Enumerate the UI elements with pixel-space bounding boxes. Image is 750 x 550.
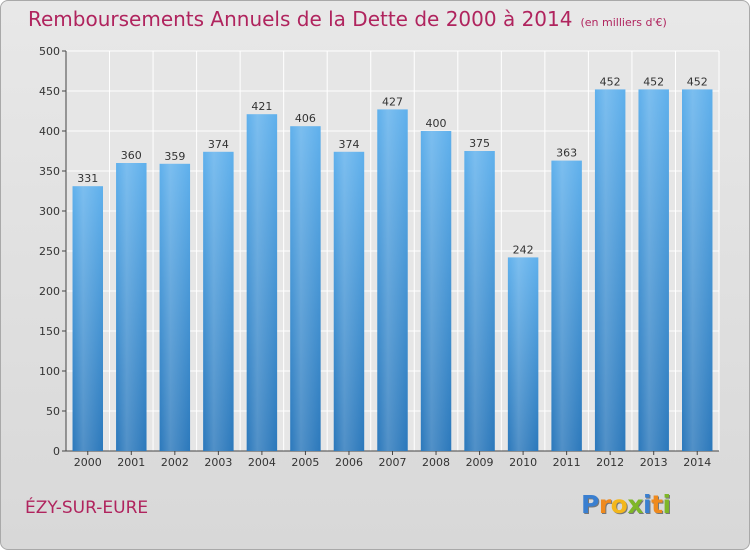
bar-highlight <box>116 163 147 451</box>
y-tick-label: 350 <box>39 165 60 178</box>
x-tick-label: 2008 <box>422 456 450 469</box>
bar-value-label: 400 <box>426 117 447 130</box>
logo-letter: r <box>598 490 611 519</box>
proxiti-logo[interactable]: Proxiti <box>581 490 671 519</box>
y-tick-label: 400 <box>39 125 60 138</box>
bar-2008 <box>420 131 452 451</box>
bar-2010 <box>507 257 539 451</box>
label-layer: 331 2000 360 2001 359 2002 374 2003 421 2004 406 20… <box>74 75 711 469</box>
bar-highlight <box>594 89 626 452</box>
place-name: ÉZY-SUR-EURE <box>25 498 149 518</box>
bar-value-label: 374 <box>208 138 229 151</box>
bar-highlight <box>333 151 365 452</box>
bar-2014 <box>681 89 713 452</box>
bar-value-label: 427 <box>382 95 403 108</box>
x-tick-label: 2010 <box>509 456 537 469</box>
y-tick-label: 0 <box>53 445 60 458</box>
chart-subtitle: (en milliers d'€) <box>580 16 667 29</box>
chart-title: Remboursements Annuels de la Dette de 20… <box>28 7 667 31</box>
bar-value-label: 406 <box>295 112 316 125</box>
bar-highlight <box>290 126 321 451</box>
chart-title-text: Remboursements Annuels de la Dette de 20… <box>28 7 573 31</box>
logo-letter: o <box>610 490 628 519</box>
y-tick-label: 300 <box>39 205 60 218</box>
bar-value-label: 452 <box>687 75 708 88</box>
bar-value-label: 375 <box>469 137 490 150</box>
bar-value-label: 331 <box>77 172 98 185</box>
logo-letter: i <box>662 490 672 519</box>
bar-2002 <box>159 163 191 452</box>
bar-highlight <box>551 160 582 451</box>
bar-2013 <box>638 89 669 452</box>
x-tick-label: 2014 <box>683 456 711 469</box>
x-tick-label: 2003 <box>204 456 232 469</box>
bar-highlight <box>159 163 191 452</box>
logo-letter: i <box>643 490 652 519</box>
bar-layer <box>72 89 713 452</box>
bar-highlight <box>203 151 234 452</box>
y-tick-label: 500 <box>39 45 60 58</box>
bar-2007 <box>377 109 408 452</box>
bar-highlight <box>638 89 669 452</box>
x-tick-label: 2013 <box>640 456 668 469</box>
y-tick-label: 100 <box>39 365 60 378</box>
bar-2000 <box>72 186 104 451</box>
x-tick-label: 2002 <box>161 456 189 469</box>
bar-highlight <box>72 186 104 451</box>
x-tick-label: 2012 <box>596 456 624 469</box>
bar-2009 <box>464 151 495 451</box>
x-tick-label: 2000 <box>74 456 102 469</box>
x-tick-label: 2004 <box>248 456 276 469</box>
y-tick-label: 450 <box>39 85 60 98</box>
bar-value-label: 421 <box>251 100 272 113</box>
x-tick-label: 2011 <box>553 456 581 469</box>
bar-highlight <box>420 131 452 451</box>
y-tick-label: 50 <box>46 405 60 418</box>
bar-value-label: 452 <box>600 75 621 88</box>
bar-highlight <box>377 109 408 452</box>
logo-letter: x <box>627 490 643 519</box>
bar-highlight <box>464 151 495 451</box>
bar-2012 <box>594 89 626 452</box>
bar-value-label: 242 <box>513 243 534 256</box>
logo-letter: t <box>651 490 663 519</box>
y-tick-label: 250 <box>39 245 60 258</box>
x-tick-label: 2007 <box>379 456 407 469</box>
y-tick-label: 200 <box>39 285 60 298</box>
bar-2003 <box>203 151 234 452</box>
bar-value-label: 363 <box>556 147 577 160</box>
y-tick-label: 150 <box>39 325 60 338</box>
bar-value-label: 360 <box>121 149 142 162</box>
x-tick-label: 2009 <box>466 456 494 469</box>
bar-2006 <box>333 151 365 452</box>
x-tick-label: 2005 <box>291 456 319 469</box>
x-tick-label: 2006 <box>335 456 363 469</box>
bar-highlight <box>246 114 278 451</box>
logo-letter: P <box>581 490 599 519</box>
bar-value-label: 359 <box>164 150 185 163</box>
x-tick-label: 2001 <box>117 456 145 469</box>
bar-value-label: 452 <box>643 75 664 88</box>
bar-value-label: 374 <box>338 138 359 151</box>
bar-highlight <box>507 257 539 451</box>
bar-2004 <box>246 114 278 451</box>
bar-2011 <box>551 160 582 451</box>
bar-2005 <box>290 126 321 451</box>
bar-2001 <box>116 163 147 451</box>
bar-highlight <box>681 89 713 452</box>
